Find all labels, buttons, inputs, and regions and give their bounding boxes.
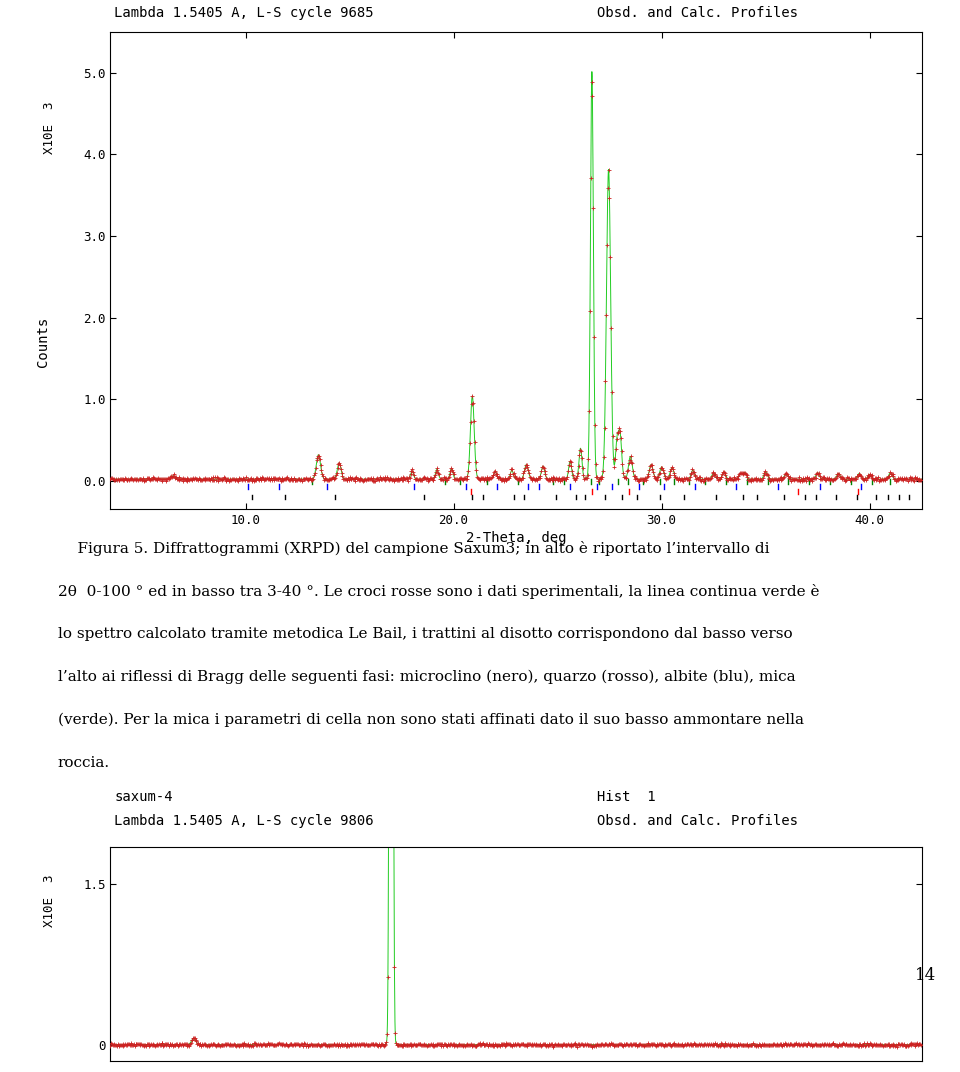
Text: Obsd. and Calc. Profiles: Obsd. and Calc. Profiles bbox=[597, 814, 798, 828]
Text: Hist  1: Hist 1 bbox=[597, 790, 656, 804]
X-axis label: 2-Theta, deg: 2-Theta, deg bbox=[466, 532, 566, 546]
Text: 2θ  0-100 ° ed in basso tra 3-40 °. Le croci rosse sono i dati sperimentali, la : 2θ 0-100 ° ed in basso tra 3-40 °. Le cr… bbox=[58, 584, 819, 599]
Text: Lambda 1.5405 A, L-S cycle 9806: Lambda 1.5405 A, L-S cycle 9806 bbox=[114, 814, 374, 828]
Text: X10E  3: X10E 3 bbox=[43, 102, 56, 153]
Text: saxum-4: saxum-4 bbox=[114, 790, 173, 804]
Y-axis label: Counts: Counts bbox=[36, 317, 50, 368]
Text: saxum-3: saxum-3 bbox=[114, 0, 173, 1]
Text: X10E  3: X10E 3 bbox=[43, 875, 56, 926]
Text: Lambda 1.5405 A, L-S cycle 9685: Lambda 1.5405 A, L-S cycle 9685 bbox=[114, 6, 374, 20]
Text: Hist  1: Hist 1 bbox=[597, 0, 656, 1]
Text: Figura 5. Diffrattogrammi (XRPD) del campione Saxum3; in alto è riportato l’inte: Figura 5. Diffrattogrammi (XRPD) del cam… bbox=[58, 541, 769, 556]
Text: Obsd. and Calc. Profiles: Obsd. and Calc. Profiles bbox=[597, 6, 798, 20]
Text: (verde). Per la mica i parametri di cella non sono stati affinati dato il suo ba: (verde). Per la mica i parametri di cell… bbox=[58, 713, 804, 727]
Text: 14: 14 bbox=[915, 967, 936, 984]
Text: l’alto ai riflessi di Bragg delle seguenti fasi: microclino (nero), quarzo (ross: l’alto ai riflessi di Bragg delle seguen… bbox=[58, 670, 795, 684]
Text: lo spettro calcolato tramite metodica Le Bail, i trattini al disotto corrispondo: lo spettro calcolato tramite metodica Le… bbox=[58, 627, 792, 641]
Text: roccia.: roccia. bbox=[58, 756, 109, 770]
